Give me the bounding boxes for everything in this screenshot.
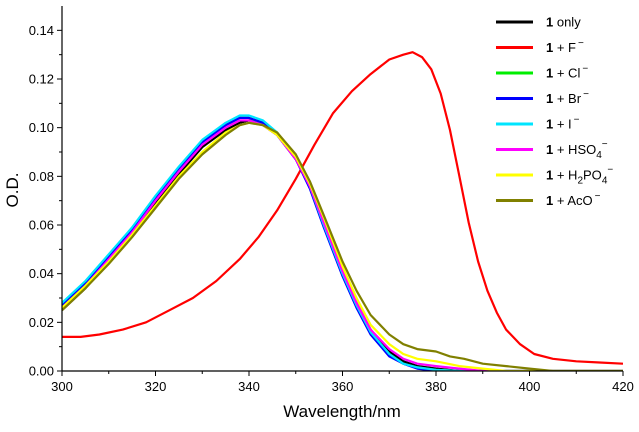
series-line-6 [62,121,623,371]
x-tick-label: 340 [238,379,260,394]
legend-label-0: 1 only [546,15,581,30]
series-layer [62,51,623,371]
y-tick-label: 0.14 [29,23,54,38]
legend-label-2: 1 + Cl − [546,64,588,81]
legend-label-3: 1 + Br − [546,89,589,106]
legend: 1 only 1 + F − 1 + Cl − 1 + Br − 1 + I − 1 + HSO4… [496,15,613,208]
y-tick-label: 0.02 [29,315,54,330]
legend-label-7: 1 + AcO − [546,191,601,208]
axes [57,6,624,376]
x-tick-label: 300 [51,379,73,394]
legend-label-5: 1 + HSO4− [546,139,608,161]
y-axis-title: O.D. [3,173,22,208]
series-line-4 [62,114,623,371]
legend-label-6: 1 + H2PO4− [546,165,613,187]
series-line-5 [62,119,623,371]
legend-label-4: 1 + I − [546,115,580,132]
y-tick-label: 0.08 [29,169,54,184]
series-line-1 [62,51,623,365]
legend-label-1: 1 + F − [546,38,584,55]
y-tick-label: 0.04 [29,266,54,281]
x-tick-label: 420 [612,379,634,394]
y-tick-label: 0.12 [29,72,54,87]
y-tick-label: 0.06 [29,218,54,233]
series-line-2 [62,116,623,371]
series-line-3 [62,116,623,371]
y-tick-label: 0.00 [29,364,54,379]
series-line-0 [62,119,623,371]
x-tick-label: 380 [425,379,447,394]
tick-labels: 300 320 340 360 380 400 420 0.00 0.02 0.04 0.06 0.0… [29,23,634,394]
x-tick-label: 320 [145,379,167,394]
x-tick-label: 360 [332,379,354,394]
y-tick-label: 0.10 [29,120,54,135]
series-line-7 [62,121,623,371]
x-axis-title: Wavelength/nm [283,402,400,421]
plot-area [62,51,623,371]
x-tick-label: 400 [519,379,541,394]
